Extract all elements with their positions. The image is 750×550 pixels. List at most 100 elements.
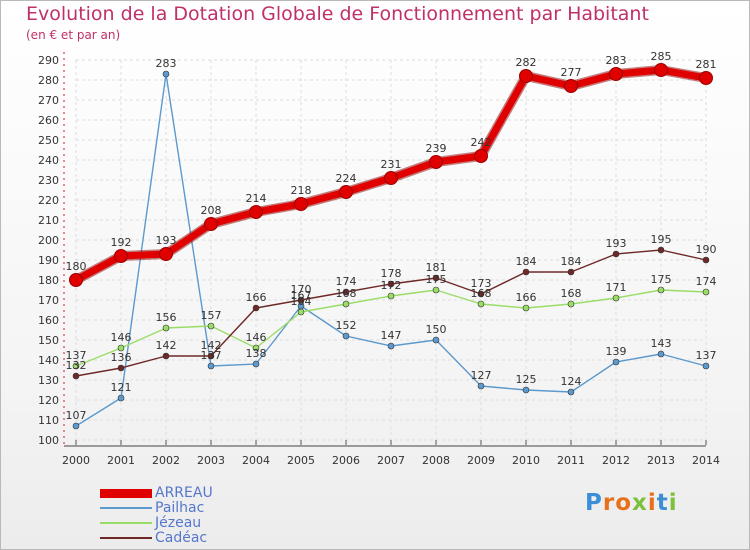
data-point — [72, 372, 80, 380]
y-tick-label: 230 — [38, 174, 59, 187]
data-point — [522, 386, 530, 394]
logo-letter: i — [668, 490, 678, 516]
data-label: 277 — [561, 66, 582, 79]
y-tick-label: 150 — [38, 334, 59, 347]
data-label: 281 — [696, 58, 717, 71]
data-point — [294, 197, 308, 211]
data-label: 146 — [246, 331, 267, 344]
data-label: 167 — [291, 289, 312, 302]
data-label: 175 — [426, 273, 447, 286]
data-label: 208 — [201, 204, 222, 217]
data-label: 239 — [426, 142, 447, 155]
logo-letter: i — [647, 490, 657, 516]
y-tick-label: 280 — [38, 74, 59, 87]
data-point — [564, 79, 578, 93]
x-tick-label: 2003 — [197, 454, 225, 467]
x-tick-label: 2012 — [602, 454, 630, 467]
data-label: 181 — [426, 261, 447, 274]
data-label: 150 — [426, 323, 447, 336]
data-point — [387, 292, 395, 300]
data-point — [339, 185, 353, 199]
logo-letter: x — [632, 490, 648, 516]
y-tick-label: 160 — [38, 314, 59, 327]
x-tick-label: 2000 — [62, 454, 90, 467]
data-label: 190 — [696, 243, 717, 256]
axes: 100 110 120 130 140 150 160 170 180 190 200 210 220 2… — [38, 52, 720, 467]
y-tick-label: 100 — [38, 434, 59, 447]
data-point — [702, 362, 710, 370]
data-point — [162, 324, 170, 332]
data-point — [657, 350, 665, 358]
data-label: 168 — [471, 287, 492, 300]
data-point — [72, 362, 80, 370]
data-point — [612, 294, 620, 302]
y-tick-label: 210 — [38, 214, 59, 227]
data-label: 127 — [471, 369, 492, 382]
data-label: 282 — [516, 56, 537, 69]
x-tick-label: 2004 — [242, 454, 270, 467]
data-point — [429, 155, 443, 169]
legend-swatch — [100, 507, 152, 509]
series-lines — [69, 63, 713, 430]
x-tick-label: 2010 — [512, 454, 540, 467]
data-point — [204, 217, 218, 231]
data-point — [699, 71, 713, 85]
y-tick-label: 290 — [38, 54, 59, 67]
data-label: 166 — [246, 291, 267, 304]
data-label: 143 — [651, 337, 672, 350]
data-point — [654, 63, 668, 77]
data-point — [432, 274, 440, 282]
y-tick-label: 220 — [38, 194, 59, 207]
y-tick-label: 120 — [38, 394, 59, 407]
data-label: 137 — [696, 349, 717, 362]
data-point — [159, 247, 173, 261]
data-label: 164 — [291, 295, 312, 308]
data-point — [342, 300, 350, 308]
data-label: 152 — [336, 319, 357, 332]
data-point — [702, 256, 710, 264]
data-point — [72, 422, 80, 430]
data-label: 107 — [66, 409, 87, 422]
y-tick-label: 250 — [38, 134, 59, 147]
data-label: 171 — [606, 281, 627, 294]
logo-letter: r — [602, 490, 616, 516]
logo-letter: o — [615, 490, 633, 516]
data-label: 156 — [156, 311, 177, 324]
data-point — [342, 332, 350, 340]
data-point — [519, 69, 533, 83]
data-label: 178 — [381, 267, 402, 280]
data-label: 132 — [66, 359, 87, 372]
data-point — [432, 336, 440, 344]
data-label: 138 — [246, 347, 267, 360]
data-label: 242 — [471, 136, 492, 149]
data-point — [384, 171, 398, 185]
data-point — [432, 286, 440, 294]
data-point — [117, 364, 125, 372]
y-tick-label: 140 — [38, 354, 59, 367]
data-label: 157 — [201, 309, 222, 322]
data-label: 124 — [561, 375, 582, 388]
data-label: 218 — [291, 184, 312, 197]
data-label: 172 — [381, 279, 402, 292]
data-point — [252, 344, 260, 352]
chart-title: Evolution de la Dotation Globale de Fonc… — [26, 3, 649, 25]
x-tick-label: 2007 — [377, 454, 405, 467]
data-point — [162, 70, 170, 78]
data-point — [477, 300, 485, 308]
data-label: 195 — [651, 233, 672, 246]
y-tick-label: 190 — [38, 254, 59, 267]
data-labels: 107 121 283 137 138 167 152 147 150 127 125 124 139 1… — [66, 50, 717, 422]
data-point — [252, 360, 260, 368]
data-label: 168 — [561, 287, 582, 300]
data-label: 193 — [606, 237, 627, 250]
x-tick-label: 2011 — [557, 454, 585, 467]
data-point — [387, 280, 395, 288]
data-point — [612, 250, 620, 258]
data-point — [477, 290, 485, 298]
legend-swatch — [100, 522, 152, 524]
data-label: 173 — [471, 277, 492, 290]
x-tick-label: 2005 — [287, 454, 315, 467]
data-label: 137 — [201, 349, 222, 362]
data-label: 224 — [336, 172, 357, 185]
